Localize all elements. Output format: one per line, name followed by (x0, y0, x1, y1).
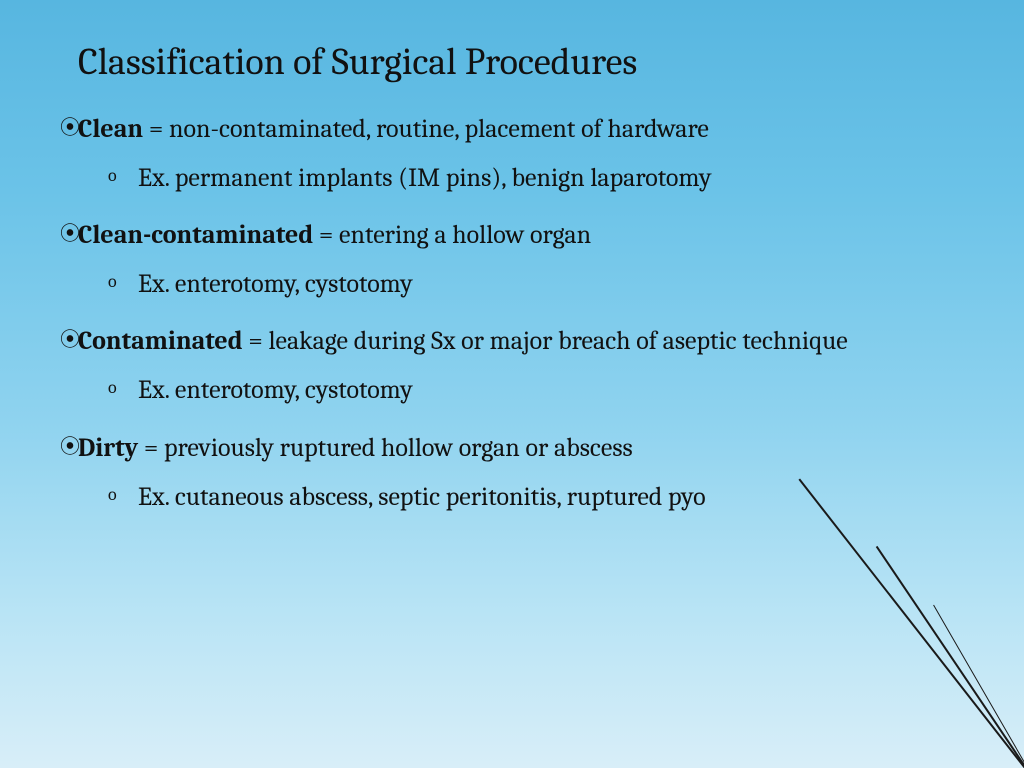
bullet-row: ⦿ Contaminated = leakage during Sx or ma… (60, 324, 964, 359)
sub-bullet-icon: o (108, 373, 138, 404)
bullet-row: ⦿ Clean = non-contaminated, routine, pla… (60, 112, 964, 147)
item-text: Contaminated = leakage during Sx or majo… (78, 324, 964, 359)
sub-bullet-icon: o (108, 480, 138, 511)
item-text: Clean-contaminated = entering a hollow o… (78, 218, 964, 253)
slide-title: Classification of Surgical Procedures (78, 40, 964, 84)
item-text: Clean = non-contaminated, routine, place… (78, 112, 964, 147)
term: Dirty (78, 433, 138, 463)
diagonal-line-icon (798, 479, 1024, 768)
item-contaminated: ⦿ Contaminated = leakage during Sx or ma… (60, 324, 964, 408)
example-text: Ex. cutaneous abscess, septic peritoniti… (138, 480, 964, 515)
bullet-row: ⦿ Dirty = previously ruptured hollow org… (60, 431, 964, 466)
bullet-icon: ⦿ (60, 324, 78, 356)
bullet-icon: ⦿ (60, 218, 78, 250)
definition: = entering a hollow organ (313, 220, 591, 250)
bullet-icon: ⦿ (60, 431, 78, 463)
sub-row: o Ex. enterotomy, cystotomy (108, 373, 964, 408)
example-text: Ex. permanent implants (IM pins), benign… (138, 161, 964, 196)
example-text: Ex. enterotomy, cystotomy (138, 373, 964, 408)
item-dirty: ⦿ Dirty = previously ruptured hollow org… (60, 431, 964, 515)
diagonal-line-icon (876, 546, 1024, 768)
sub-row: o Ex. permanent implants (IM pins), beni… (108, 161, 964, 196)
sub-bullet-icon: o (108, 267, 138, 298)
example-text: Ex. enterotomy, cystotomy (138, 267, 964, 302)
term: Clean (78, 114, 143, 144)
sub-row: o Ex. cutaneous abscess, septic peritoni… (108, 480, 964, 515)
bullet-row: ⦿ Clean-contaminated = entering a hollow… (60, 218, 964, 253)
definition: = previously ruptured hollow organ or ab… (138, 433, 633, 463)
definition: = non-contaminated, routine, placement o… (143, 114, 709, 144)
term: Contaminated (78, 326, 243, 356)
term: Clean-contaminated (78, 220, 313, 250)
sub-row: o Ex. enterotomy, cystotomy (108, 267, 964, 302)
bullet-icon: ⦿ (60, 112, 78, 144)
item-text: Dirty = previously ruptured hollow organ… (78, 431, 964, 466)
item-clean: ⦿ Clean = non-contaminated, routine, pla… (60, 112, 964, 196)
item-clean-contaminated: ⦿ Clean-contaminated = entering a hollow… (60, 218, 964, 302)
definition: = leakage during Sx or major breach of a… (243, 326, 848, 356)
slide: Classification of Surgical Procedures ⦿ … (0, 0, 1024, 768)
sub-bullet-icon: o (108, 161, 138, 192)
